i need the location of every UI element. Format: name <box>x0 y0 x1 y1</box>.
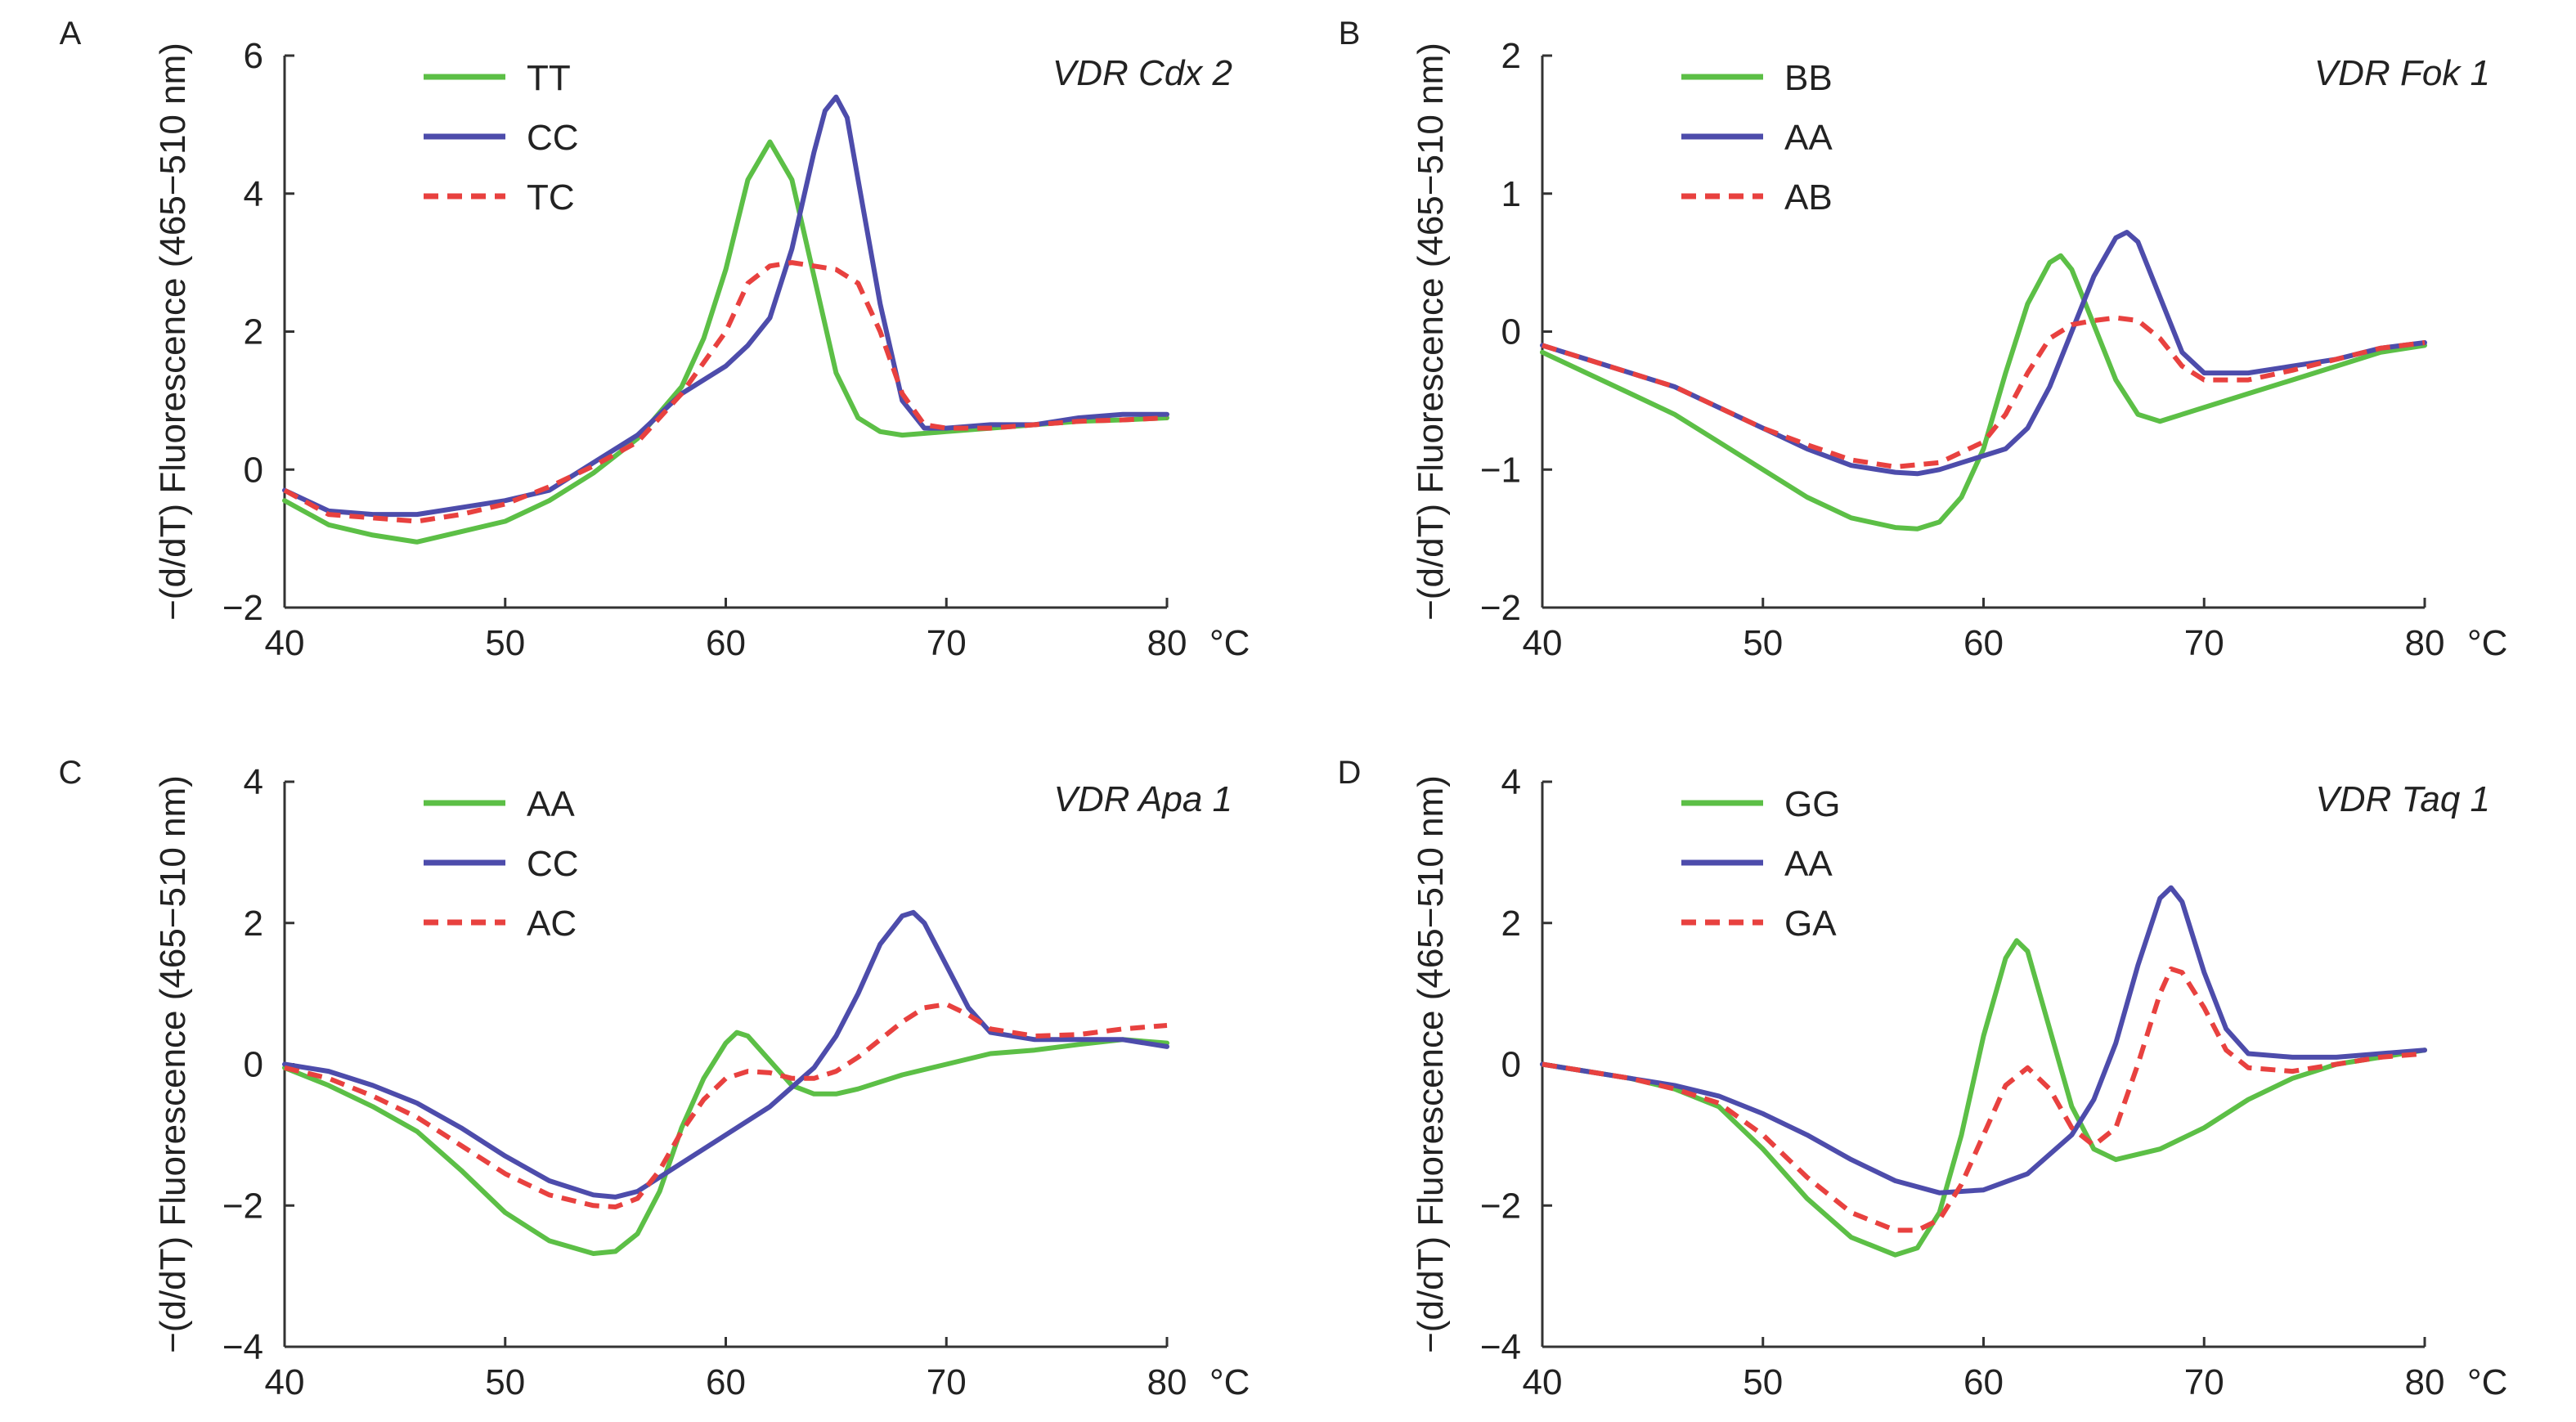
y-tick-label: −2 <box>222 1186 263 1226</box>
x-tick-label: 50 <box>485 623 525 663</box>
y-tick-label: −2 <box>222 588 263 628</box>
panel-letter: B <box>1339 16 1361 52</box>
x-axis-unit: °C <box>1209 1362 1250 1402</box>
series-line-ab <box>1542 315 2426 469</box>
legend-label: GA <box>1784 904 1837 944</box>
chart-panel-c: C 40 50 60 70 80 °C −4 −2 0 2 4 −(d/dT) Fluorescence… <box>59 755 1250 1402</box>
y-tick-label: 2 <box>1501 904 1521 944</box>
series-line-ga <box>1542 966 2426 1233</box>
x-tick-label: 60 <box>706 1362 746 1402</box>
panel-letter: D <box>1338 755 1362 791</box>
legend-label: CC <box>527 118 579 158</box>
y-tick-label: 6 <box>244 36 263 76</box>
x-tick-label: 80 <box>2405 623 2445 663</box>
chart-panel-b: B 40 50 60 70 80 °C −2 −1 0 1 2 −(d/dT) Fluorescence… <box>1339 16 2508 663</box>
x-tick-label: 60 <box>1963 1362 2004 1402</box>
x-tick-label: 50 <box>1743 623 1783 663</box>
legend-label: TT <box>527 58 571 98</box>
x-axis-unit: °C <box>1209 623 1250 663</box>
gene-annotation: VDR Apa 1 <box>1054 779 1232 819</box>
y-tick-label: 2 <box>1501 36 1521 76</box>
series-line-tc <box>283 260 1168 524</box>
x-tick-label: 50 <box>485 1362 525 1402</box>
legend-label: GG <box>1784 784 1840 824</box>
y-axis-label: −(d/dT) Fluorescence (465−510 nm) <box>1411 775 1451 1353</box>
chart-panel-a: A 40 50 60 70 80 °C −2 0 2 4 6 −(d/dT) Fluorescence … <box>60 16 1250 663</box>
y-tick-label: 2 <box>244 904 263 944</box>
gene-annotation: VDR Cdx 2 <box>1052 53 1232 93</box>
y-tick-label: −2 <box>1480 588 1521 628</box>
y-tick-label: −4 <box>222 1327 263 1367</box>
x-tick-label: 70 <box>927 1362 967 1402</box>
series-line-bb <box>1540 253 2427 532</box>
x-tick-label: 40 <box>1523 1362 1563 1402</box>
legend-label: AA <box>527 784 575 824</box>
panel-letter: A <box>60 16 82 52</box>
series-line-cc <box>282 94 1169 518</box>
x-tick-label: 50 <box>1743 1362 1783 1402</box>
y-tick-label: 1 <box>1501 174 1521 214</box>
legend-label: BB <box>1784 58 1833 98</box>
x-tick-label: 80 <box>1147 1362 1187 1402</box>
series-line-ac <box>284 1002 1168 1209</box>
series-line-gg <box>1540 938 2427 1258</box>
series-line-aa <box>282 1029 1169 1256</box>
y-tick-label: 2 <box>244 312 263 352</box>
panel-letter: C <box>59 755 83 791</box>
y-axis-label: −(d/dT) Fluorescence (465−510 nm) <box>153 43 193 621</box>
x-tick-label: 70 <box>2184 1362 2224 1402</box>
x-tick-label: 40 <box>1523 623 1563 663</box>
y-tick-label: 0 <box>244 1045 263 1085</box>
chart-panel-d: D 40 50 60 70 80 °C −4 −2 0 2 4 −(d/dT) Fluorescence… <box>1338 755 2508 1402</box>
legend-label: TC <box>527 177 575 218</box>
x-axis-unit: °C <box>2467 1362 2507 1402</box>
series-line-aa <box>1540 230 2427 477</box>
y-tick-label: −1 <box>1480 450 1521 490</box>
y-tick-label: 4 <box>244 762 263 802</box>
y-tick-label: −4 <box>1480 1327 1521 1367</box>
y-tick-label: 0 <box>1501 312 1521 352</box>
series-line-cc <box>282 909 1169 1200</box>
x-tick-label: 60 <box>706 623 746 663</box>
legend-label: AA <box>1784 118 1833 158</box>
legend-label: AB <box>1784 177 1833 218</box>
series-line-aa <box>1540 885 2427 1195</box>
x-tick-label: 70 <box>927 623 967 663</box>
x-tick-label: 80 <box>2405 1362 2445 1402</box>
legend-label: CC <box>527 844 579 884</box>
y-tick-label: 4 <box>244 174 263 214</box>
y-tick-label: 0 <box>1501 1045 1521 1085</box>
x-axis-unit: °C <box>2467 623 2507 663</box>
y-tick-label: 0 <box>244 450 263 490</box>
series-line-tt <box>282 139 1169 545</box>
gene-annotation: VDR Taq 1 <box>2315 779 2490 819</box>
y-axis-label: −(d/dT) Fluorescence (465−510 nm) <box>1411 43 1451 621</box>
y-tick-label: 4 <box>1501 762 1521 802</box>
y-axis-label: −(d/dT) Fluorescence (465−510 nm) <box>153 775 193 1353</box>
x-tick-label: 40 <box>265 1362 305 1402</box>
x-tick-label: 60 <box>1963 623 2004 663</box>
y-tick-label: −2 <box>1480 1186 1521 1226</box>
x-tick-label: 80 <box>1147 623 1187 663</box>
legend-label: AA <box>1784 844 1833 884</box>
x-tick-label: 70 <box>2184 623 2224 663</box>
legend-label: AC <box>527 904 577 944</box>
gene-annotation: VDR Fok 1 <box>2314 53 2490 93</box>
x-tick-label: 40 <box>265 623 305 663</box>
